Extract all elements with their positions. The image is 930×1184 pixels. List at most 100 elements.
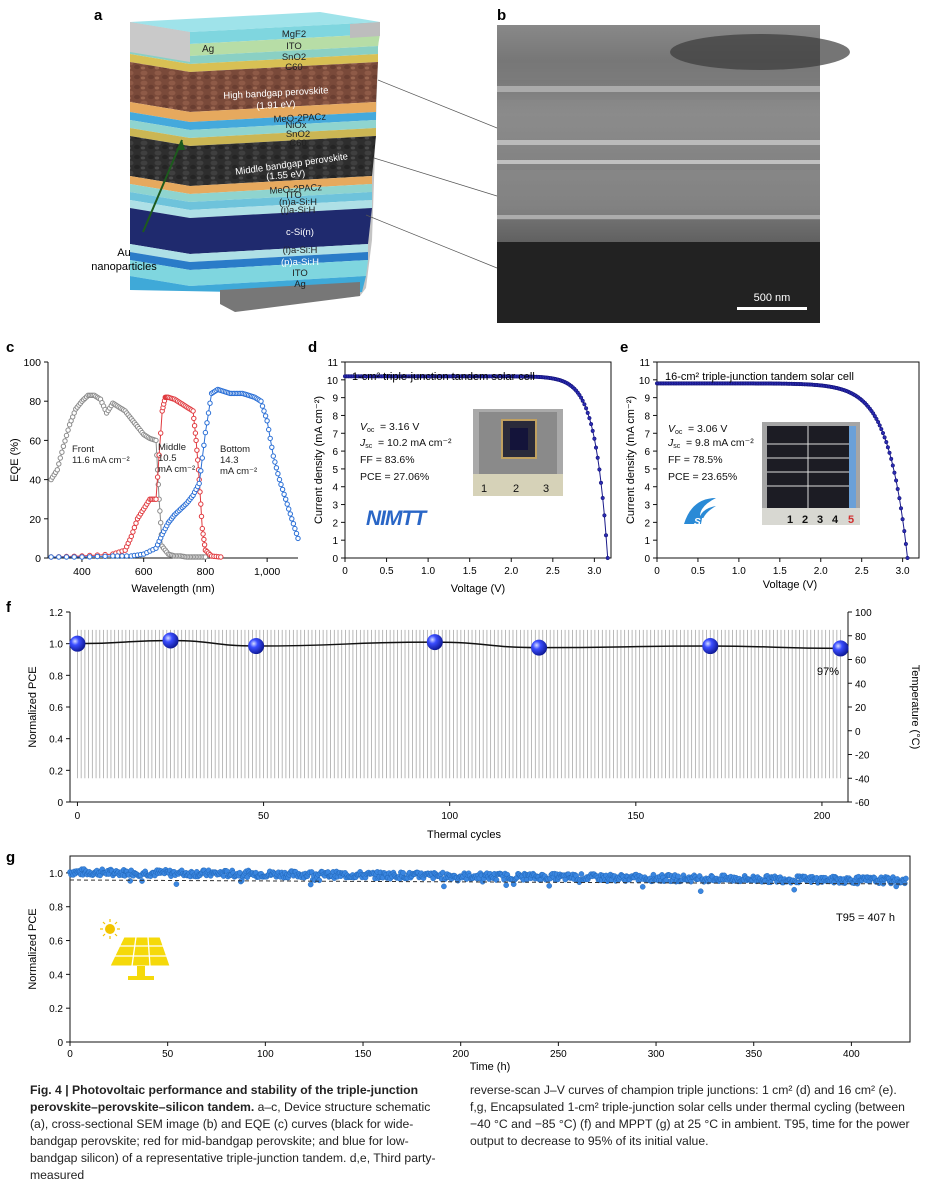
d-ytick-label: 1 [332, 536, 338, 547]
d-ytick-label: 0 [332, 554, 338, 565]
layer-meo-top: MeO-2PACz [273, 112, 326, 126]
panel-label-g: g [6, 849, 15, 866]
c-point-bottom [262, 413, 269, 419]
f-pce-point [248, 638, 265, 655]
e-ytick-label: 11 [640, 358, 651, 369]
c-point-middle [128, 533, 135, 540]
scale-bar [737, 307, 807, 310]
c-point-front [157, 508, 163, 514]
d-ytick-label: 4 [332, 483, 338, 494]
c-point-bottom [207, 400, 213, 406]
g-xtick-label: 50 [162, 1049, 174, 1060]
e-xtick-label: 3.0 [896, 566, 910, 577]
e-ytick-label: 5 [644, 465, 650, 476]
e-jv-point [889, 456, 894, 461]
layer-mgf2: MgF2 [282, 29, 306, 40]
c-point-bottom [202, 429, 209, 436]
f-pce-point [832, 640, 849, 657]
e-ruler-4: 4 [832, 514, 839, 526]
g-pce-point [639, 884, 646, 890]
e-ytick-label: 6 [644, 447, 650, 458]
nimtt-logo: NIMTT [366, 507, 428, 530]
d-ytick-label: 2 [332, 518, 338, 529]
f-ytick-label: 0.6 [49, 703, 63, 714]
device-stack-schematic [130, 12, 380, 312]
chart-f-ylabel-right: Temperature (°C) [909, 665, 921, 749]
c-point-bottom [273, 465, 280, 471]
f-ytick-label: 0.4 [49, 735, 63, 746]
c-point-front [65, 427, 71, 433]
c-point-front [63, 432, 70, 439]
d-jv-point [598, 480, 604, 485]
layer-niox: NiOx [285, 120, 306, 131]
e-jv-point [900, 517, 905, 522]
c-point-middle [200, 531, 206, 537]
c-point-bottom [71, 554, 77, 560]
c-xtick-label: 800 [197, 566, 215, 578]
c-point-middle [201, 542, 208, 548]
c-point-bottom [201, 442, 207, 448]
c-ytick-label: 40 [29, 475, 41, 487]
f-xtick-label: 150 [627, 811, 644, 822]
f-ytick-right-label: -60 [855, 798, 870, 809]
e-xtick-label: 0.5 [691, 566, 705, 577]
chart-f: 0 0.2 0.4 0.6 0.8 1.0 1.2 -60 -40 -20 0 20 40 60 80 10… [49, 608, 872, 822]
e-jv-point [905, 555, 910, 561]
connector-line-middle [373, 157, 498, 197]
c-point-bottom [102, 553, 108, 559]
annot-middle: Middle [158, 442, 186, 453]
f-ytick-right-label: 80 [855, 632, 867, 643]
g-pce-point [578, 871, 585, 877]
e-ruler-1: 1 [787, 514, 793, 526]
c-point-middle [193, 437, 199, 444]
c-xtick-label: 1,000 [254, 566, 280, 578]
c-point-bottom [56, 554, 62, 560]
e-ytick-label: 4 [644, 483, 650, 494]
c-point-bottom [290, 521, 297, 527]
d-ruler-3: 3 [543, 483, 549, 495]
layer-high-bandgap-ev: (1.91 eV) [256, 99, 296, 112]
g-pce-point [493, 877, 500, 883]
d-xtick-label: 2.0 [504, 566, 518, 577]
caption-title: Photovoltaic performance and stability o… [30, 1083, 419, 1114]
layer-high-bandgap: High bandgap perovskite [223, 85, 329, 101]
g-ytick-label: 0.2 [49, 1004, 63, 1015]
e-xtick-label: 2.0 [814, 566, 828, 577]
c-point-bottom [124, 553, 130, 559]
e-jv-point [877, 423, 882, 428]
layer-pasih: (p)a-Si:H [281, 257, 319, 268]
e-ytick-label: 2 [644, 518, 650, 529]
c-point-bottom [259, 403, 266, 409]
f-ytick-right-label: 40 [855, 679, 867, 690]
g-pce-point [675, 873, 681, 880]
e-jv-point [887, 450, 892, 455]
f-pce-line [77, 639, 841, 650]
c-point-bottom [293, 530, 300, 537]
f-xtick-label: 0 [75, 811, 81, 822]
caption-left: Fig. 4 | Photovoltaic performance and st… [30, 1082, 450, 1184]
layer-iasih-bottom: (i)a-Si:H [283, 245, 318, 256]
d-pce: PCE = 27.06% [360, 471, 429, 483]
e-pce: PCE = 23.65% [668, 471, 737, 483]
chart-g: 0 0.2 0.4 0.6 0.8 1.0 0 50 100 150 200 250 300 350 40… [49, 855, 911, 1060]
c-point-front [62, 438, 68, 444]
c-point-bottom [94, 553, 101, 560]
f-xtick-label: 100 [441, 811, 458, 822]
c-point-bottom [119, 553, 125, 559]
c-point-middle [191, 415, 197, 422]
e-ytick-label: 0 [644, 554, 650, 565]
c-point-bottom [281, 491, 287, 497]
f-ytick-right-label: -40 [855, 774, 870, 785]
c-point-front [57, 455, 63, 461]
e-jv-point [892, 470, 897, 475]
panel-label-b: b [497, 7, 506, 24]
f-ytick-label: 1.2 [49, 608, 63, 619]
c-ytick-label: 60 [29, 435, 41, 447]
e-jsc-label: Jsc [667, 437, 681, 450]
c-point-bottom [295, 535, 301, 542]
e-ytick-label: 3 [644, 501, 650, 512]
d-voc-value: = 3.16 V [380, 421, 419, 433]
d-jv-point [580, 398, 585, 403]
d-jv-point [605, 555, 610, 561]
c-point-bottom [284, 501, 290, 507]
